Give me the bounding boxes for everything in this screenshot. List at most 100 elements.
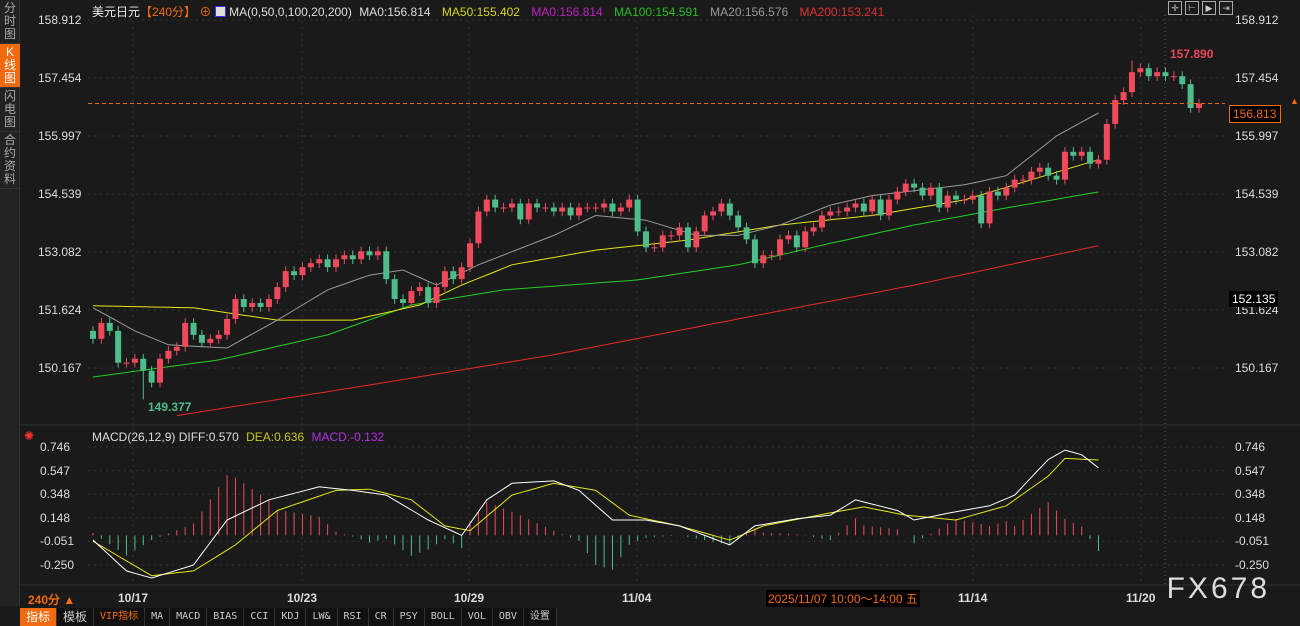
macd-params: MACD(26,12,9) (92, 430, 176, 444)
macd-tick-right: 0.348 (1235, 487, 1266, 502)
tab-13[interactable]: VOL (462, 608, 493, 626)
tab-4[interactable]: MACD (170, 608, 208, 626)
candle-down (366, 251, 373, 256)
low-label: 149.377 (148, 400, 192, 414)
sidebar-item-flash[interactable]: 闪电图 (0, 88, 20, 132)
tab-12[interactable]: BOLL (425, 608, 462, 626)
candle-up (358, 251, 365, 260)
candle-up (475, 211, 482, 244)
tab-11[interactable]: PSY (394, 608, 425, 626)
macd-header: MACD(26,12,9) DIFF:0.570 DEA:0.636 MACD:… (92, 430, 384, 444)
candle-down (1187, 84, 1194, 109)
candle-up (207, 338, 214, 343)
candle-up (802, 231, 809, 248)
tab-5[interactable]: BIAS (207, 608, 245, 626)
current-price-label: 156.813 (1229, 105, 1281, 123)
candle-down (492, 199, 499, 208)
period-indicator[interactable]: 240分 ▲ (28, 593, 76, 607)
macd-tick-left: -0.051 (40, 534, 75, 549)
scroll-end-icon[interactable]: ⇥ (1219, 1, 1233, 15)
sidebar-item-kline[interactable]: K线图 (0, 44, 20, 88)
ma0-value: MA0:156.814 (359, 5, 431, 19)
candle-down (1162, 72, 1169, 77)
candle-up (123, 362, 130, 364)
candle-up (617, 207, 624, 212)
candle-up (224, 318, 231, 335)
candle-down (919, 187, 926, 196)
crosshair-icon[interactable]: ✛ (1168, 1, 1182, 15)
date-tick: 11/04 (622, 591, 652, 605)
candle-down (1045, 167, 1052, 176)
zoom-range-icon[interactable]: ⊢ (1185, 1, 1199, 15)
candle-up (659, 235, 666, 248)
candle-up (1170, 76, 1177, 78)
add-indicator-icon[interactable]: ⊕ (199, 5, 212, 19)
candle-up (710, 211, 717, 216)
candle-up (844, 207, 851, 212)
price-tick-left: 151.624 (38, 303, 82, 317)
candle-down (953, 195, 960, 200)
tab-10[interactable]: CR (369, 608, 394, 626)
tab-1[interactable]: 模板 (57, 608, 95, 626)
candle-up (927, 187, 934, 196)
candle-up (1003, 187, 1010, 196)
sidebar-item-contract-info[interactable]: 合约资料 (0, 132, 20, 189)
candle-up (1103, 123, 1110, 160)
ma20-value: MA20:156.576 (710, 5, 789, 19)
candle-up (1137, 68, 1144, 73)
candle-down (90, 330, 96, 339)
ma-params: MA(0,50,0,100,20,200) (229, 5, 352, 19)
period-label[interactable]: 【240分】 (140, 5, 197, 19)
candle-up (852, 203, 859, 208)
macd-tick-right: 0.148 (1235, 510, 1266, 525)
ma20-line (92, 112, 1099, 349)
candle-up (584, 207, 591, 209)
candle-down (1087, 151, 1094, 164)
sidebar: 分时图 K线图 闪电图 合约资料 (0, 0, 20, 606)
candle-down (726, 203, 733, 216)
macd-tick-left: 0.148 (40, 510, 71, 525)
price-tick-right: 158.912 (1235, 13, 1279, 27)
tab-14[interactable]: OBV (493, 608, 524, 626)
candle-up (458, 267, 465, 280)
ma100-line (92, 191, 1099, 378)
candle-up (575, 207, 582, 216)
play-range-icon[interactable]: ▶ (1202, 1, 1216, 15)
candle-up (768, 255, 775, 257)
candle-down (936, 187, 943, 208)
candle-down (291, 271, 298, 276)
candle-up (693, 231, 700, 248)
price-tick-left: 153.082 (38, 245, 82, 259)
tab-2[interactable]: VIP指标 (94, 608, 146, 626)
candle-down (391, 279, 398, 300)
tab-9[interactable]: RSI (338, 608, 369, 626)
candle-up (869, 199, 876, 212)
macd-tick-right: -0.250 (1235, 558, 1270, 572)
price-tick-right: 153.082 (1235, 245, 1279, 259)
candle-down (517, 203, 524, 220)
tab-15[interactable]: 设置 (524, 608, 557, 626)
candle-up (592, 207, 599, 209)
tab-0[interactable]: 指标 (20, 608, 58, 626)
macd-tick-left: 0.348 (40, 487, 71, 502)
tab-6[interactable]: CCI (244, 608, 276, 626)
tab-7[interactable]: KDJ (275, 608, 307, 626)
scroll-top-icon[interactable]: ▲ (1290, 96, 1299, 106)
candle-down (911, 183, 918, 188)
sidebar-item-timeshare[interactable]: 分时图 (0, 0, 20, 44)
candle-up (986, 191, 993, 224)
tab-8[interactable]: LW& (306, 608, 338, 626)
candle-down (240, 299, 247, 307)
dea-value: DEA:0.636 (246, 430, 305, 444)
candle-up (961, 199, 968, 201)
candle-down (115, 330, 122, 363)
crosshair-date: 2025/11/07 10:00～14:00 五 (766, 590, 920, 607)
candle-up (232, 299, 239, 319)
ma-chart-icon[interactable] (214, 6, 226, 17)
date-tick: 11/20 (1126, 591, 1156, 605)
tab-3[interactable]: MA (145, 608, 171, 626)
candle-down (425, 287, 432, 304)
candle-down (793, 235, 800, 248)
macd-settings-icon[interactable]: ✺ (24, 429, 35, 443)
